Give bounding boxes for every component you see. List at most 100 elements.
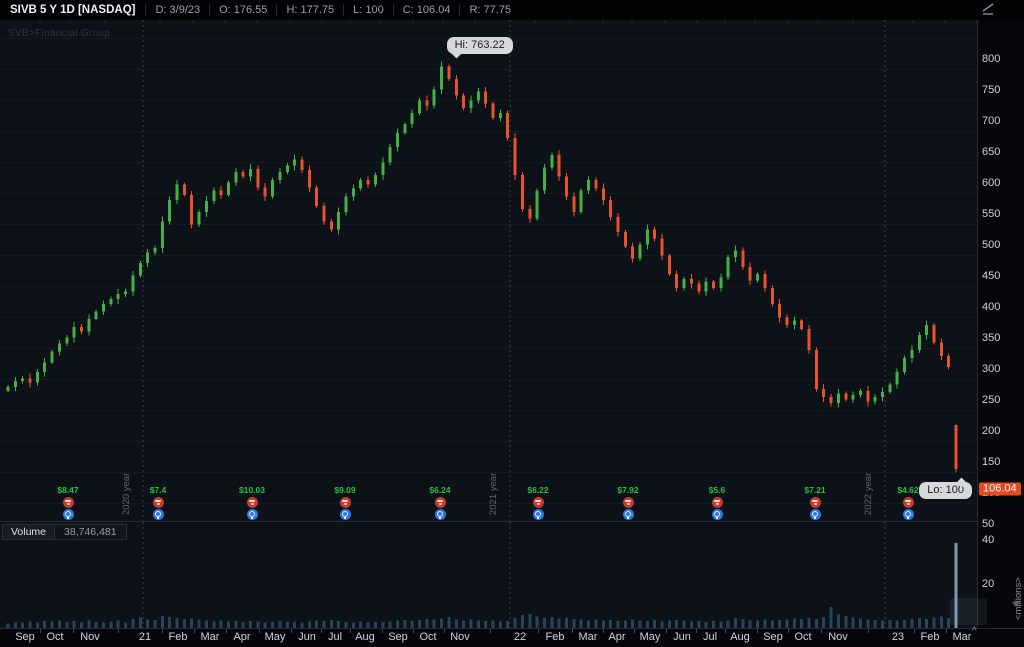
- ohlc-field: H: 177.75: [276, 3, 344, 16]
- price-tick-label: 400: [982, 300, 1001, 313]
- price-tick-label: 650: [982, 145, 1001, 158]
- lightbulb-icon[interactable]: [62, 509, 74, 520]
- price-axis[interactable]: 800 750 700 650 600 550 500 450 400 350 300 250 200 1…: [978, 20, 1024, 628]
- earnings-icon[interactable]: [711, 496, 723, 508]
- time-tick-mark: [291, 629, 292, 633]
- earnings-icon[interactable]: [246, 496, 258, 508]
- axis-collapse-arrow-icon[interactable]: [1012, 602, 1020, 607]
- ohlc-readout: D: 3/9/23 O: 176.55 H: 177.75 L: 100 C: 106.…: [145, 3, 521, 17]
- time-tick-mark: [821, 629, 822, 633]
- lightbulb-icon[interactable]: [339, 509, 351, 520]
- time-tick-label: Sep: [763, 631, 783, 643]
- lightbulb-icon[interactable]: [434, 509, 446, 520]
- lightbulb-icon[interactable]: [809, 509, 821, 520]
- candlestick-chart[interactable]: [0, 20, 977, 521]
- scrollbar-thumb[interactable]: [950, 598, 987, 625]
- eps-marker[interactable]: $4.62: [886, 486, 930, 520]
- volume-header: Volume 38,746,481: [2, 524, 127, 540]
- eps-marker[interactable]: $5.6: [695, 486, 739, 520]
- lightbulb-icon[interactable]: [152, 509, 164, 520]
- lightbulb-icon[interactable]: [246, 509, 258, 520]
- time-tick-mark: [350, 629, 351, 633]
- time-tick-mark: [603, 629, 604, 633]
- time-tick-label: May: [264, 631, 286, 643]
- company-watermark: SVB>Financial Group: [8, 28, 111, 39]
- time-tick-label: Nov: [828, 631, 848, 643]
- time-tick-label: Mar: [200, 631, 220, 643]
- scroll-caret-icon[interactable]: ^: [972, 626, 977, 637]
- time-tick-label: Mar: [578, 631, 598, 643]
- eps-amount: $7.21: [804, 485, 826, 495]
- eps-amount: $6.24: [429, 485, 451, 495]
- ohlc-field: L: 100: [343, 3, 393, 16]
- time-tick-label: Feb: [920, 631, 940, 643]
- year-line-label: 2022 year: [863, 472, 874, 515]
- time-tick-label: Apr: [233, 631, 251, 643]
- earnings-icon[interactable]: [902, 496, 914, 508]
- chart-column: SVB>Financial Group Hi: 763.22 Lo: 100 $…: [0, 20, 978, 628]
- time-tick-label: Feb: [545, 631, 565, 643]
- time-tick-label: May: [639, 631, 661, 643]
- price-tick-label: 50: [982, 517, 995, 530]
- eps-marker[interactable]: $7.21: [793, 486, 837, 520]
- eps-marker[interactable]: $6.24: [418, 486, 462, 520]
- earnings-icon[interactable]: [622, 496, 634, 508]
- time-tick-label: 23: [891, 631, 905, 643]
- earnings-icon[interactable]: [62, 496, 74, 508]
- price-pane[interactable]: SVB>Financial Group Hi: 763.22 Lo: 100 $…: [0, 20, 977, 522]
- volume-value: 38,746,481: [55, 524, 127, 540]
- price-tick-label: 250: [982, 393, 1001, 406]
- time-tick-mark: [194, 629, 195, 633]
- volume-pane[interactable]: Volume 38,746,481: [0, 522, 977, 628]
- earnings-icon[interactable]: [434, 496, 446, 508]
- price-tick-label: 550: [982, 207, 1001, 220]
- time-tick-label: Jun: [298, 631, 316, 643]
- lightbulb-icon[interactable]: [532, 509, 544, 520]
- price-tick-label: 800: [982, 52, 1001, 65]
- price-tick-label: 700: [982, 114, 1001, 127]
- time-tick-mark: [634, 629, 635, 633]
- time-tick-mark: [946, 629, 947, 633]
- time-tick-mark: [118, 629, 119, 633]
- time-tick-label: Feb: [168, 631, 188, 643]
- time-tick-label: Nov: [80, 631, 100, 643]
- lightbulb-icon[interactable]: [622, 509, 634, 520]
- volume-label[interactable]: Volume: [2, 524, 56, 540]
- eps-marker[interactable]: $6.22: [516, 486, 560, 520]
- eps-marker[interactable]: $9.09: [323, 486, 367, 520]
- eps-amount: $7.4: [149, 485, 167, 495]
- year-line-label: 2020 year: [121, 472, 132, 515]
- price-tick-label: 750: [982, 83, 1001, 96]
- time-tick-mark: [321, 629, 322, 633]
- year-line-label: 2021 year: [488, 472, 499, 515]
- earnings-icon[interactable]: [152, 496, 164, 508]
- ohlc-field: C: 106.04: [392, 3, 460, 16]
- time-tick-mark: [538, 629, 539, 633]
- time-tick-mark: [73, 629, 74, 633]
- eps-marker[interactable]: $10.03: [230, 486, 274, 520]
- time-tick-label: Apr: [608, 631, 626, 643]
- time-tick-label: Jul: [327, 631, 343, 643]
- eps-marker[interactable]: $8.47: [46, 486, 90, 520]
- lightbulb-icon[interactable]: [711, 509, 723, 520]
- volume-chart[interactable]: [0, 522, 977, 628]
- eps-marker[interactable]: $7.92: [606, 486, 650, 520]
- time-axis[interactable]: Sep Oct Nov 21 Feb Mar Apr May Jun Jul Aug Sep Oct No…: [0, 626, 1024, 647]
- trendline-tool-icon[interactable]: [981, 2, 995, 17]
- eps-marker[interactable]: $7.4: [136, 486, 180, 520]
- chart-header: SIVB 5 Y 1D [NASDAQ] D: 3/9/23 O: 176.55 H…: [0, 0, 1024, 20]
- earnings-icon[interactable]: [339, 496, 351, 508]
- last-price-badge: 106.04: [979, 482, 1021, 496]
- price-tick-label: 450: [982, 269, 1001, 282]
- earnings-icon[interactable]: [532, 496, 544, 508]
- earnings-icon[interactable]: [809, 496, 821, 508]
- time-tick-label: Jun: [673, 631, 691, 643]
- candlestick-series: [6, 61, 958, 473]
- time-tick-label: 21: [138, 631, 152, 643]
- time-tick-label: Oct: [794, 631, 812, 643]
- price-tick-label: 500: [982, 238, 1001, 251]
- lo-tooltip-label: Lo: 100: [927, 483, 964, 496]
- lightbulb-icon[interactable]: [902, 509, 914, 520]
- time-tick-mark: [413, 629, 414, 633]
